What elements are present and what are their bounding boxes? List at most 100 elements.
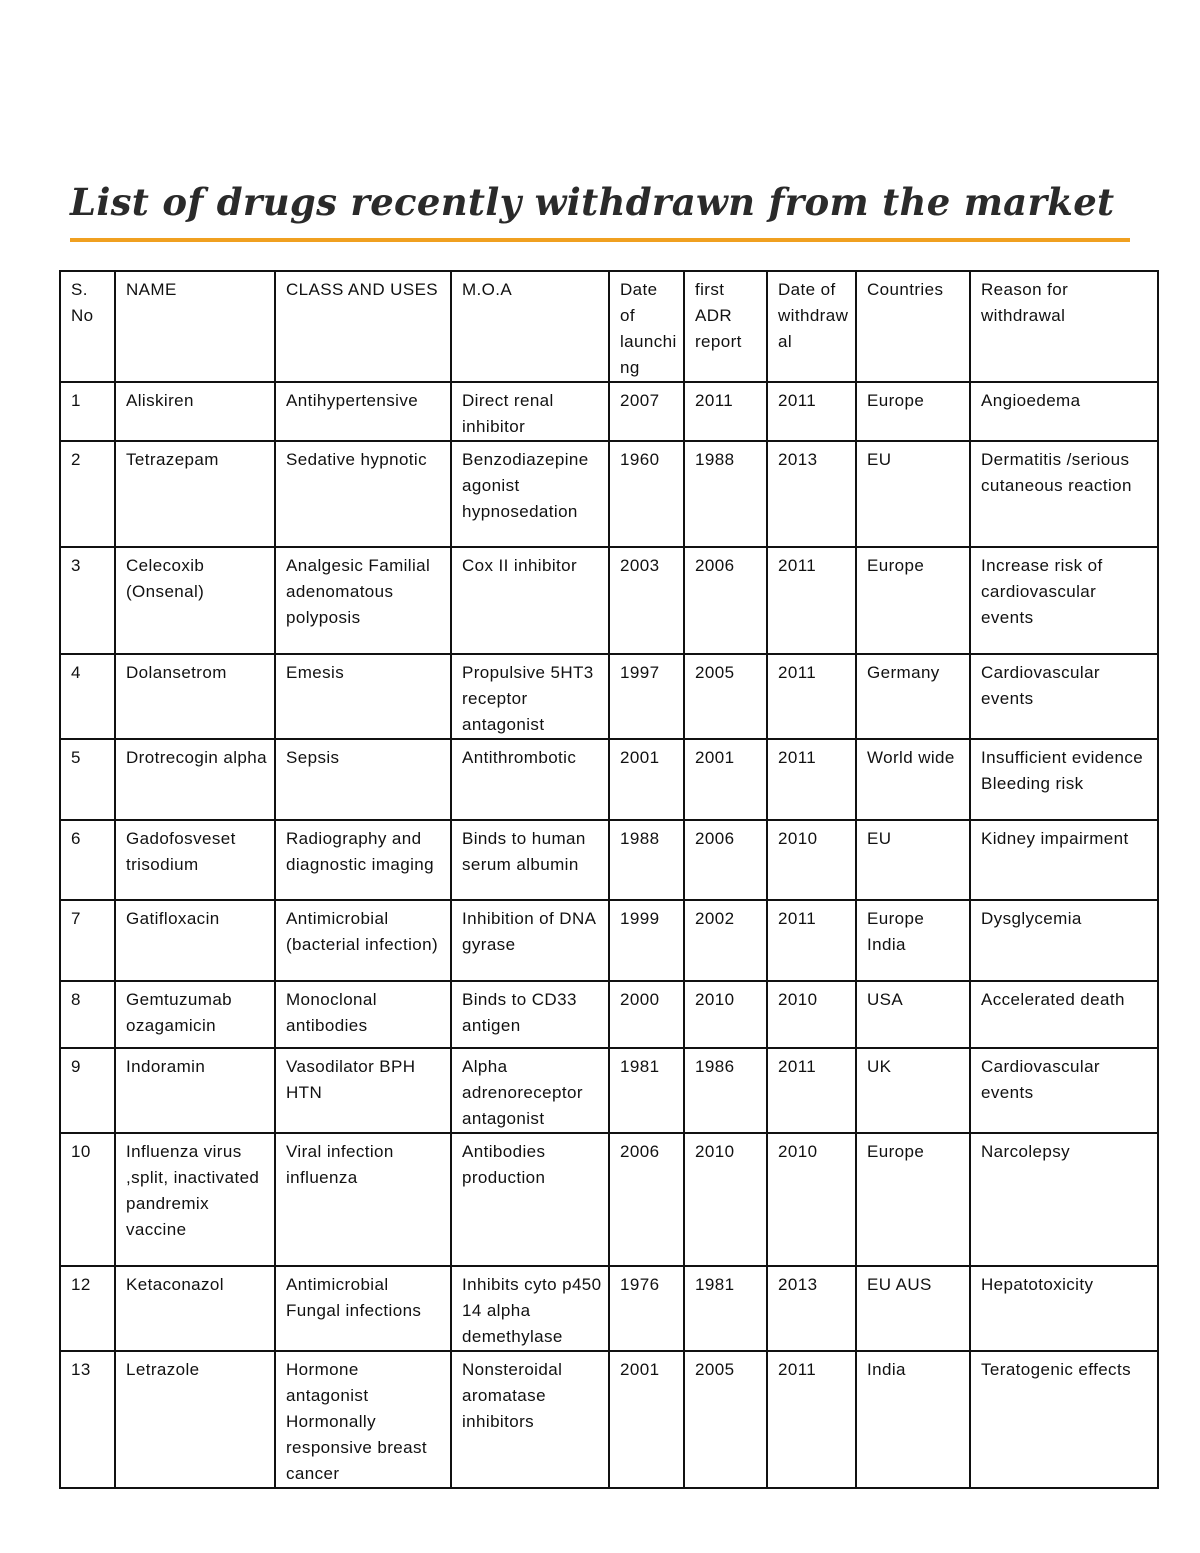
table-cell: Letrazole <box>114 1350 276 1489</box>
table-cell: Celecoxib (Onsenal) <box>114 546 276 655</box>
table-cell: 2011 <box>766 1350 857 1489</box>
table-cell: 1986 <box>683 1047 768 1134</box>
table-cell: 2000 <box>608 980 685 1049</box>
table-cell: 2001 <box>683 738 768 821</box>
table-cell: 7 <box>59 899 116 982</box>
table-cell: Aliskiren <box>114 381 276 442</box>
table-cell: 2010 <box>766 980 857 1049</box>
table-cell: India <box>855 1350 971 1489</box>
table-cell: Gemtuzumab ozagamicin <box>114 980 276 1049</box>
table-cell: Cardiovascular events <box>969 1047 1159 1134</box>
table-cell: 2003 <box>608 546 685 655</box>
table-cell: Reason for withdrawal <box>969 270 1159 383</box>
table-cell: 2011 <box>766 738 857 821</box>
table-cell: Monoclonal antibodies <box>274 980 452 1049</box>
table-cell: Benzodiazepine agonist hypnosedation <box>450 440 610 548</box>
table-cell: 2010 <box>683 1132 768 1267</box>
table-cell: Insufficient evidence Bleeding risk <box>969 738 1159 821</box>
table-cell: World wide <box>855 738 971 821</box>
table-cell: Accelerated death <box>969 980 1159 1049</box>
table-cell: Europe <box>855 381 971 442</box>
table-cell: 1981 <box>608 1047 685 1134</box>
table-cell: 2002 <box>683 899 768 982</box>
table-cell: CLASS AND USES <box>274 270 452 383</box>
table-cell: 12 <box>59 1265 116 1352</box>
table-cell: Narcolepsy <box>969 1132 1159 1267</box>
table-cell: Viral infection influenza <box>274 1132 452 1267</box>
table-cell: 2005 <box>683 653 768 740</box>
table-cell: Germany <box>855 653 971 740</box>
table-cell: Antihypertensive <box>274 381 452 442</box>
table-cell: Drotrecogin alpha <box>114 738 276 821</box>
table-cell: Gatifloxacin <box>114 899 276 982</box>
title-underline <box>70 238 1130 242</box>
table-cell: Propulsive 5HT3 receptor antagonist <box>450 653 610 740</box>
table-cell: 2001 <box>608 738 685 821</box>
table-cell: 2005 <box>683 1350 768 1489</box>
table-cell: 2 <box>59 440 116 548</box>
table-cell: Dysglycemia <box>969 899 1159 982</box>
table-cell: Sedative hypnotic <box>274 440 452 548</box>
table-cell: Kidney impairment <box>969 819 1159 901</box>
table-cell: Dolansetrom <box>114 653 276 740</box>
table-cell: 2006 <box>608 1132 685 1267</box>
table-cell: Dermatitis /serious cutaneous reaction <box>969 440 1159 548</box>
table-cell: 2011 <box>766 546 857 655</box>
table-cell: Angioedema <box>969 381 1159 442</box>
table-cell: Tetrazepam <box>114 440 276 548</box>
table-cell: NAME <box>114 270 276 383</box>
table-cell: 2011 <box>766 653 857 740</box>
header-row: S. No NAME CLASS AND USES M.O.A Date of laun… <box>59 270 1159 383</box>
table-cell: 1997 <box>608 653 685 740</box>
table-cell: Teratogenic effects <box>969 1350 1159 1489</box>
table-cell: 2013 <box>766 440 857 548</box>
table-cell: 10 <box>59 1132 116 1267</box>
table-cell: 1976 <box>608 1265 685 1352</box>
table-row: 13 Letrazole Hormone antagonist Hormonally… <box>59 1350 1159 1489</box>
table-row: 2 Tetrazepam Sedative hypnotic Benzodiazepi… <box>59 440 1159 548</box>
table-cell: USA <box>855 980 971 1049</box>
table-cell: Cardiovascular events <box>969 653 1159 740</box>
table-cell: Cox II inhibitor <box>450 546 610 655</box>
table-cell: Binds to CD33 antigen <box>450 980 610 1049</box>
table-cell: Increase risk of cardiovascular events <box>969 546 1159 655</box>
table-cell: Date of withdrawal <box>766 270 857 383</box>
table-row: 12 Ketaconazol Antimicrobial Fungal infect… <box>59 1265 1159 1352</box>
table-cell: Antithrombotic <box>450 738 610 821</box>
table-cell: Inhibits cyto p450 14 alpha demethylase <box>450 1265 610 1352</box>
table-cell: Inhibition of DNA gyrase <box>450 899 610 982</box>
table-cell: Emesis <box>274 653 452 740</box>
table-cell: 1981 <box>683 1265 768 1352</box>
table-cell: 5 <box>59 738 116 821</box>
table-cell: Europe India <box>855 899 971 982</box>
table-cell: 1999 <box>608 899 685 982</box>
drug-table: S. No NAME CLASS AND USES M.O.A Date of laun… <box>59 270 1159 1489</box>
table-cell: Europe <box>855 546 971 655</box>
table-body: S. No NAME CLASS AND USES M.O.A Date of laun… <box>59 270 1159 1489</box>
table-cell: EU <box>855 440 971 548</box>
table-cell: 2011 <box>766 1047 857 1134</box>
table-row: 5 Drotrecogin alpha Sepsis Antithrombotic 20… <box>59 738 1159 821</box>
table-cell: M.O.A <box>450 270 610 383</box>
table-cell: Influenza virus ,split, inactivated pand… <box>114 1132 276 1267</box>
table-cell: EU <box>855 819 971 901</box>
table-cell: 13 <box>59 1350 116 1489</box>
table-cell: Antimicrobial (bacterial infection) <box>274 899 452 982</box>
table-cell: Direct renal inhibitor <box>450 381 610 442</box>
table-cell: Countries <box>855 270 971 383</box>
table-cell: 1988 <box>683 440 768 548</box>
table-cell: 2006 <box>683 546 768 655</box>
table-row: 7 Gatifloxacin Antimicrobial (bacterial in… <box>59 899 1159 982</box>
table-row: 4 Dolansetrom Emesis Propulsive 5HT3 recept… <box>59 653 1159 740</box>
table-cell: Antibodies production <box>450 1132 610 1267</box>
table-cell: Date of launching <box>608 270 685 383</box>
table-cell: S. No <box>59 270 116 383</box>
table-cell: 2011 <box>766 381 857 442</box>
table-cell: 2001 <box>608 1350 685 1489</box>
table-cell: 4 <box>59 653 116 740</box>
table-cell: Indoramin <box>114 1047 276 1134</box>
table-cell: 2010 <box>683 980 768 1049</box>
table-row: 10 Influenza virus ,split, inactivated pa… <box>59 1132 1159 1267</box>
table-row: 9 Indoramin Vasodilator BPH HTN Alpha adren… <box>59 1047 1159 1134</box>
